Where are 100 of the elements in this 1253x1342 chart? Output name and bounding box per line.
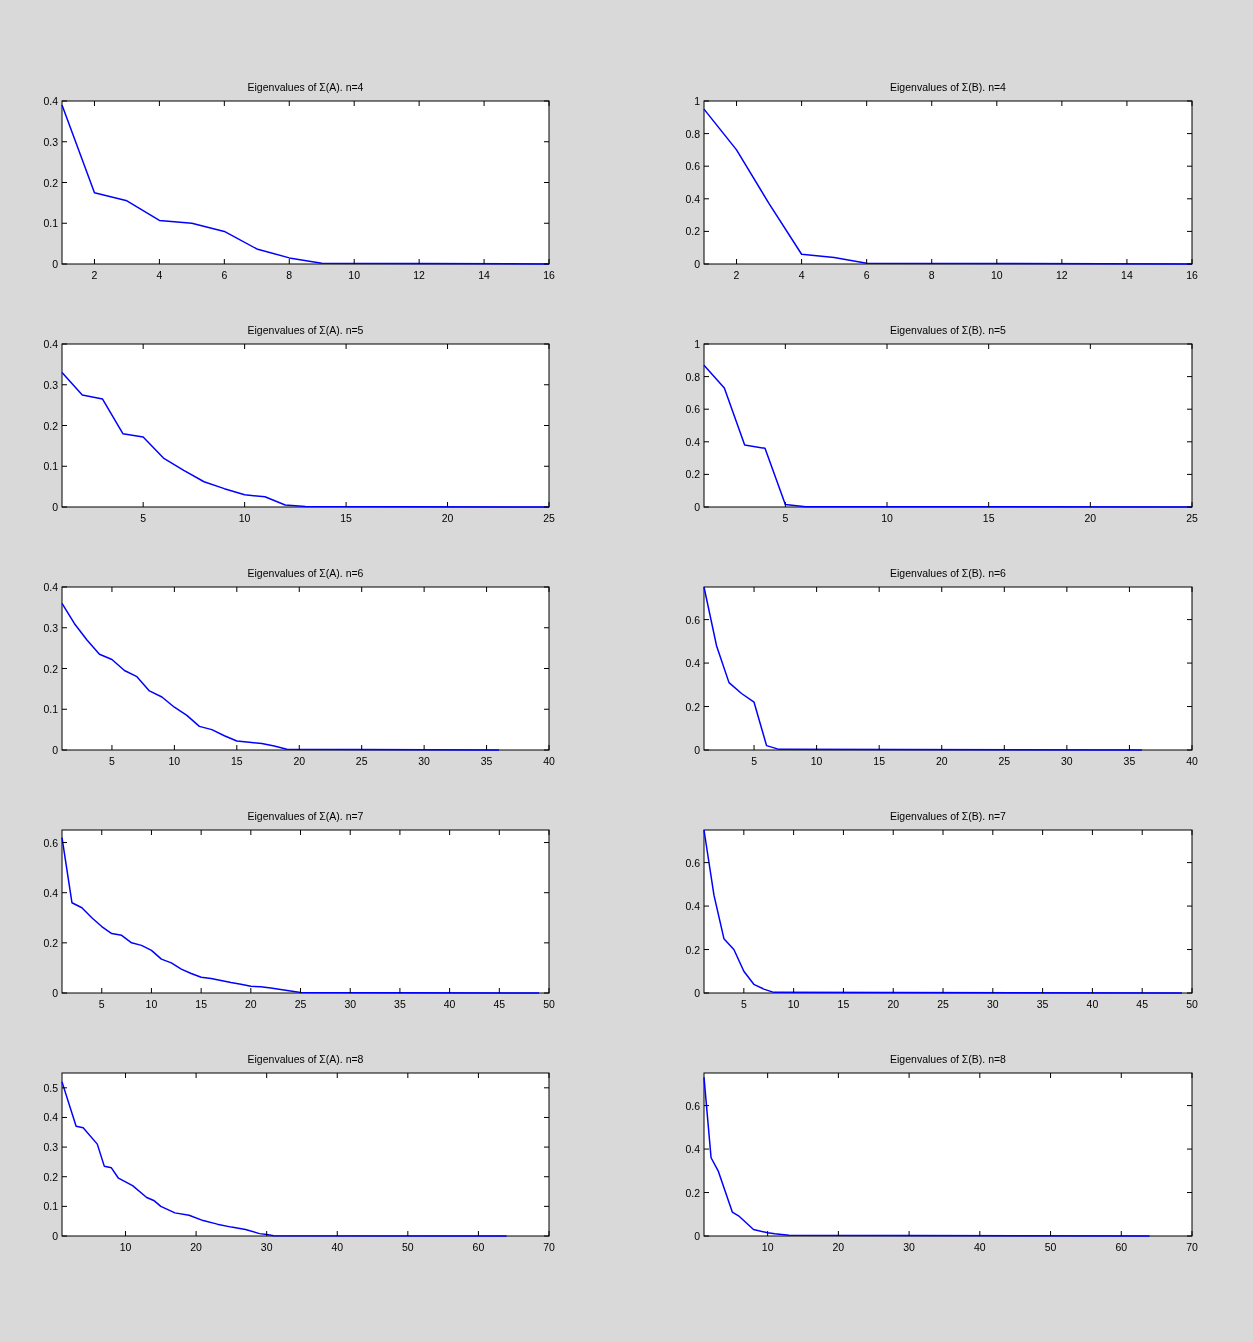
x-tick-label: 25	[294, 998, 307, 1010]
y-tick-label: 0	[694, 258, 701, 270]
x-tick-label: 30	[903, 1241, 916, 1253]
x-tick-label: 5	[751, 755, 758, 767]
y-tick-label: 0.8	[685, 127, 701, 140]
y-tick-label: 0	[52, 501, 59, 513]
x-tick-label: 2	[91, 269, 98, 281]
y-tick-label: 0.2	[43, 419, 59, 432]
y-tick-label: 0.3	[43, 621, 59, 634]
x-tick-label: 25	[355, 755, 368, 767]
x-tick-label: 35	[480, 755, 493, 767]
y-tick-label: 0.4	[43, 95, 59, 107]
y-tick-label: 0.6	[685, 613, 701, 626]
line-series	[703, 1076, 1151, 1237]
x-tick-label: 2	[733, 269, 740, 281]
x-tick-label: 6	[221, 269, 228, 281]
x-tick-label: 50	[1044, 1241, 1057, 1253]
x-tick-label: 20	[1084, 512, 1097, 524]
y-tick-label: 0	[694, 501, 701, 513]
x-tick-label: 40	[543, 755, 555, 767]
x-tick-label: 25	[937, 998, 950, 1010]
y-tick-label: 1	[694, 338, 701, 350]
y-tick-label: 0	[52, 744, 59, 756]
x-tick-label: 20	[887, 998, 900, 1010]
y-tick-label: 0.4	[43, 338, 59, 350]
x-tick-label: 20	[441, 512, 454, 524]
y-tick-label: 0.2	[685, 700, 701, 713]
y-tick-label: 0.4	[685, 1143, 701, 1156]
y-tick-label: 0.6	[685, 856, 701, 869]
x-tick-label: 10	[810, 755, 823, 767]
x-tick-label: 40	[973, 1241, 986, 1253]
x-tick-label: 30	[260, 1241, 273, 1253]
line-series	[61, 1081, 508, 1237]
chart-title: Eigenvalues of Σ(A). n=8	[247, 1053, 364, 1065]
chart-title: Eigenvalues of Σ(B). n=8	[890, 1053, 1007, 1065]
x-tick-label: 25	[998, 755, 1011, 767]
x-tick-label: 10	[119, 1241, 132, 1253]
x-tick-label: 45	[1136, 998, 1149, 1010]
y-tick-label: 0.3	[43, 378, 59, 391]
y-tick-label: 0.2	[685, 943, 701, 956]
x-tick-label: 10	[787, 998, 800, 1010]
x-tick-label: 4	[156, 269, 163, 281]
x-tick-label: 15	[340, 512, 353, 524]
y-tick-label: 0.2	[685, 225, 701, 238]
x-tick-label: 20	[244, 998, 257, 1010]
x-tick-label: 5	[140, 512, 147, 524]
x-tick-label: 45	[493, 998, 506, 1010]
x-tick-label: 15	[837, 998, 850, 1010]
chart-title: Eigenvalues of Σ(A). n=5	[247, 324, 364, 336]
x-tick-label: 8	[286, 269, 293, 281]
y-tick-label: 0.2	[685, 468, 701, 481]
x-tick-label: 35	[394, 998, 406, 1010]
x-tick-label: 16	[543, 269, 555, 281]
x-tick-label: 20	[190, 1241, 203, 1253]
y-tick-label: 0.8	[685, 370, 701, 383]
x-tick-label: 10	[168, 755, 181, 767]
x-tick-label: 5	[98, 998, 105, 1010]
x-tick-label: 30	[1061, 755, 1073, 767]
y-tick-label: 0	[52, 1230, 59, 1242]
x-tick-label: 4	[798, 269, 805, 281]
y-tick-label: 0.2	[43, 936, 59, 949]
x-tick-label: 5	[782, 512, 789, 524]
y-tick-label: 0	[52, 987, 59, 999]
y-tick-label: 0.1	[43, 460, 59, 473]
x-tick-label: 12	[1056, 269, 1068, 281]
x-tick-label: 15	[873, 755, 886, 767]
y-tick-label: 0.2	[43, 662, 59, 675]
x-tick-label: 6	[863, 269, 870, 281]
y-tick-label: 0.4	[43, 1111, 59, 1124]
x-tick-label: 5	[109, 755, 116, 767]
y-tick-label: 0.6	[43, 836, 59, 849]
y-tick-label: 0.6	[685, 160, 701, 173]
x-tick-label: 30	[418, 755, 431, 767]
x-tick-label: 20	[293, 755, 306, 767]
y-tick-label: 0.5	[43, 1081, 59, 1094]
x-tick-label: 20	[935, 755, 948, 767]
x-tick-label: 25	[1186, 512, 1198, 524]
y-tick-label: 0.6	[685, 1099, 701, 1112]
x-tick-label: 50	[402, 1241, 414, 1253]
x-tick-label: 35	[1036, 998, 1049, 1010]
y-tick-label: 0.2	[43, 1170, 59, 1183]
chart-title: Eigenvalues of Σ(B). n=5	[890, 324, 1007, 336]
x-tick-label: 40	[443, 998, 456, 1010]
y-tick-label: 0.2	[685, 1186, 701, 1199]
y-tick-label: 0	[694, 987, 701, 999]
y-tick-label: 0.3	[43, 135, 59, 148]
x-tick-label: 20	[832, 1241, 845, 1253]
x-tick-label: 40	[331, 1241, 344, 1253]
chart-title: Eigenvalues of Σ(B). n=4	[890, 81, 1007, 93]
x-tick-label: 70	[1186, 1241, 1198, 1253]
line-series	[61, 836, 540, 994]
chart-title: Eigenvalues of Σ(B). n=6	[890, 567, 1007, 579]
chart-title: Eigenvalues of Σ(A). n=4	[247, 81, 364, 93]
x-tick-label: 10	[238, 512, 251, 524]
y-tick-label: 0	[694, 1230, 701, 1242]
x-tick-label: 5	[740, 998, 747, 1010]
y-tick-label: 0.6	[685, 403, 701, 416]
x-tick-label: 60	[472, 1241, 485, 1253]
x-tick-label: 60	[1115, 1241, 1128, 1253]
y-tick-label: 0.3	[43, 1141, 59, 1154]
